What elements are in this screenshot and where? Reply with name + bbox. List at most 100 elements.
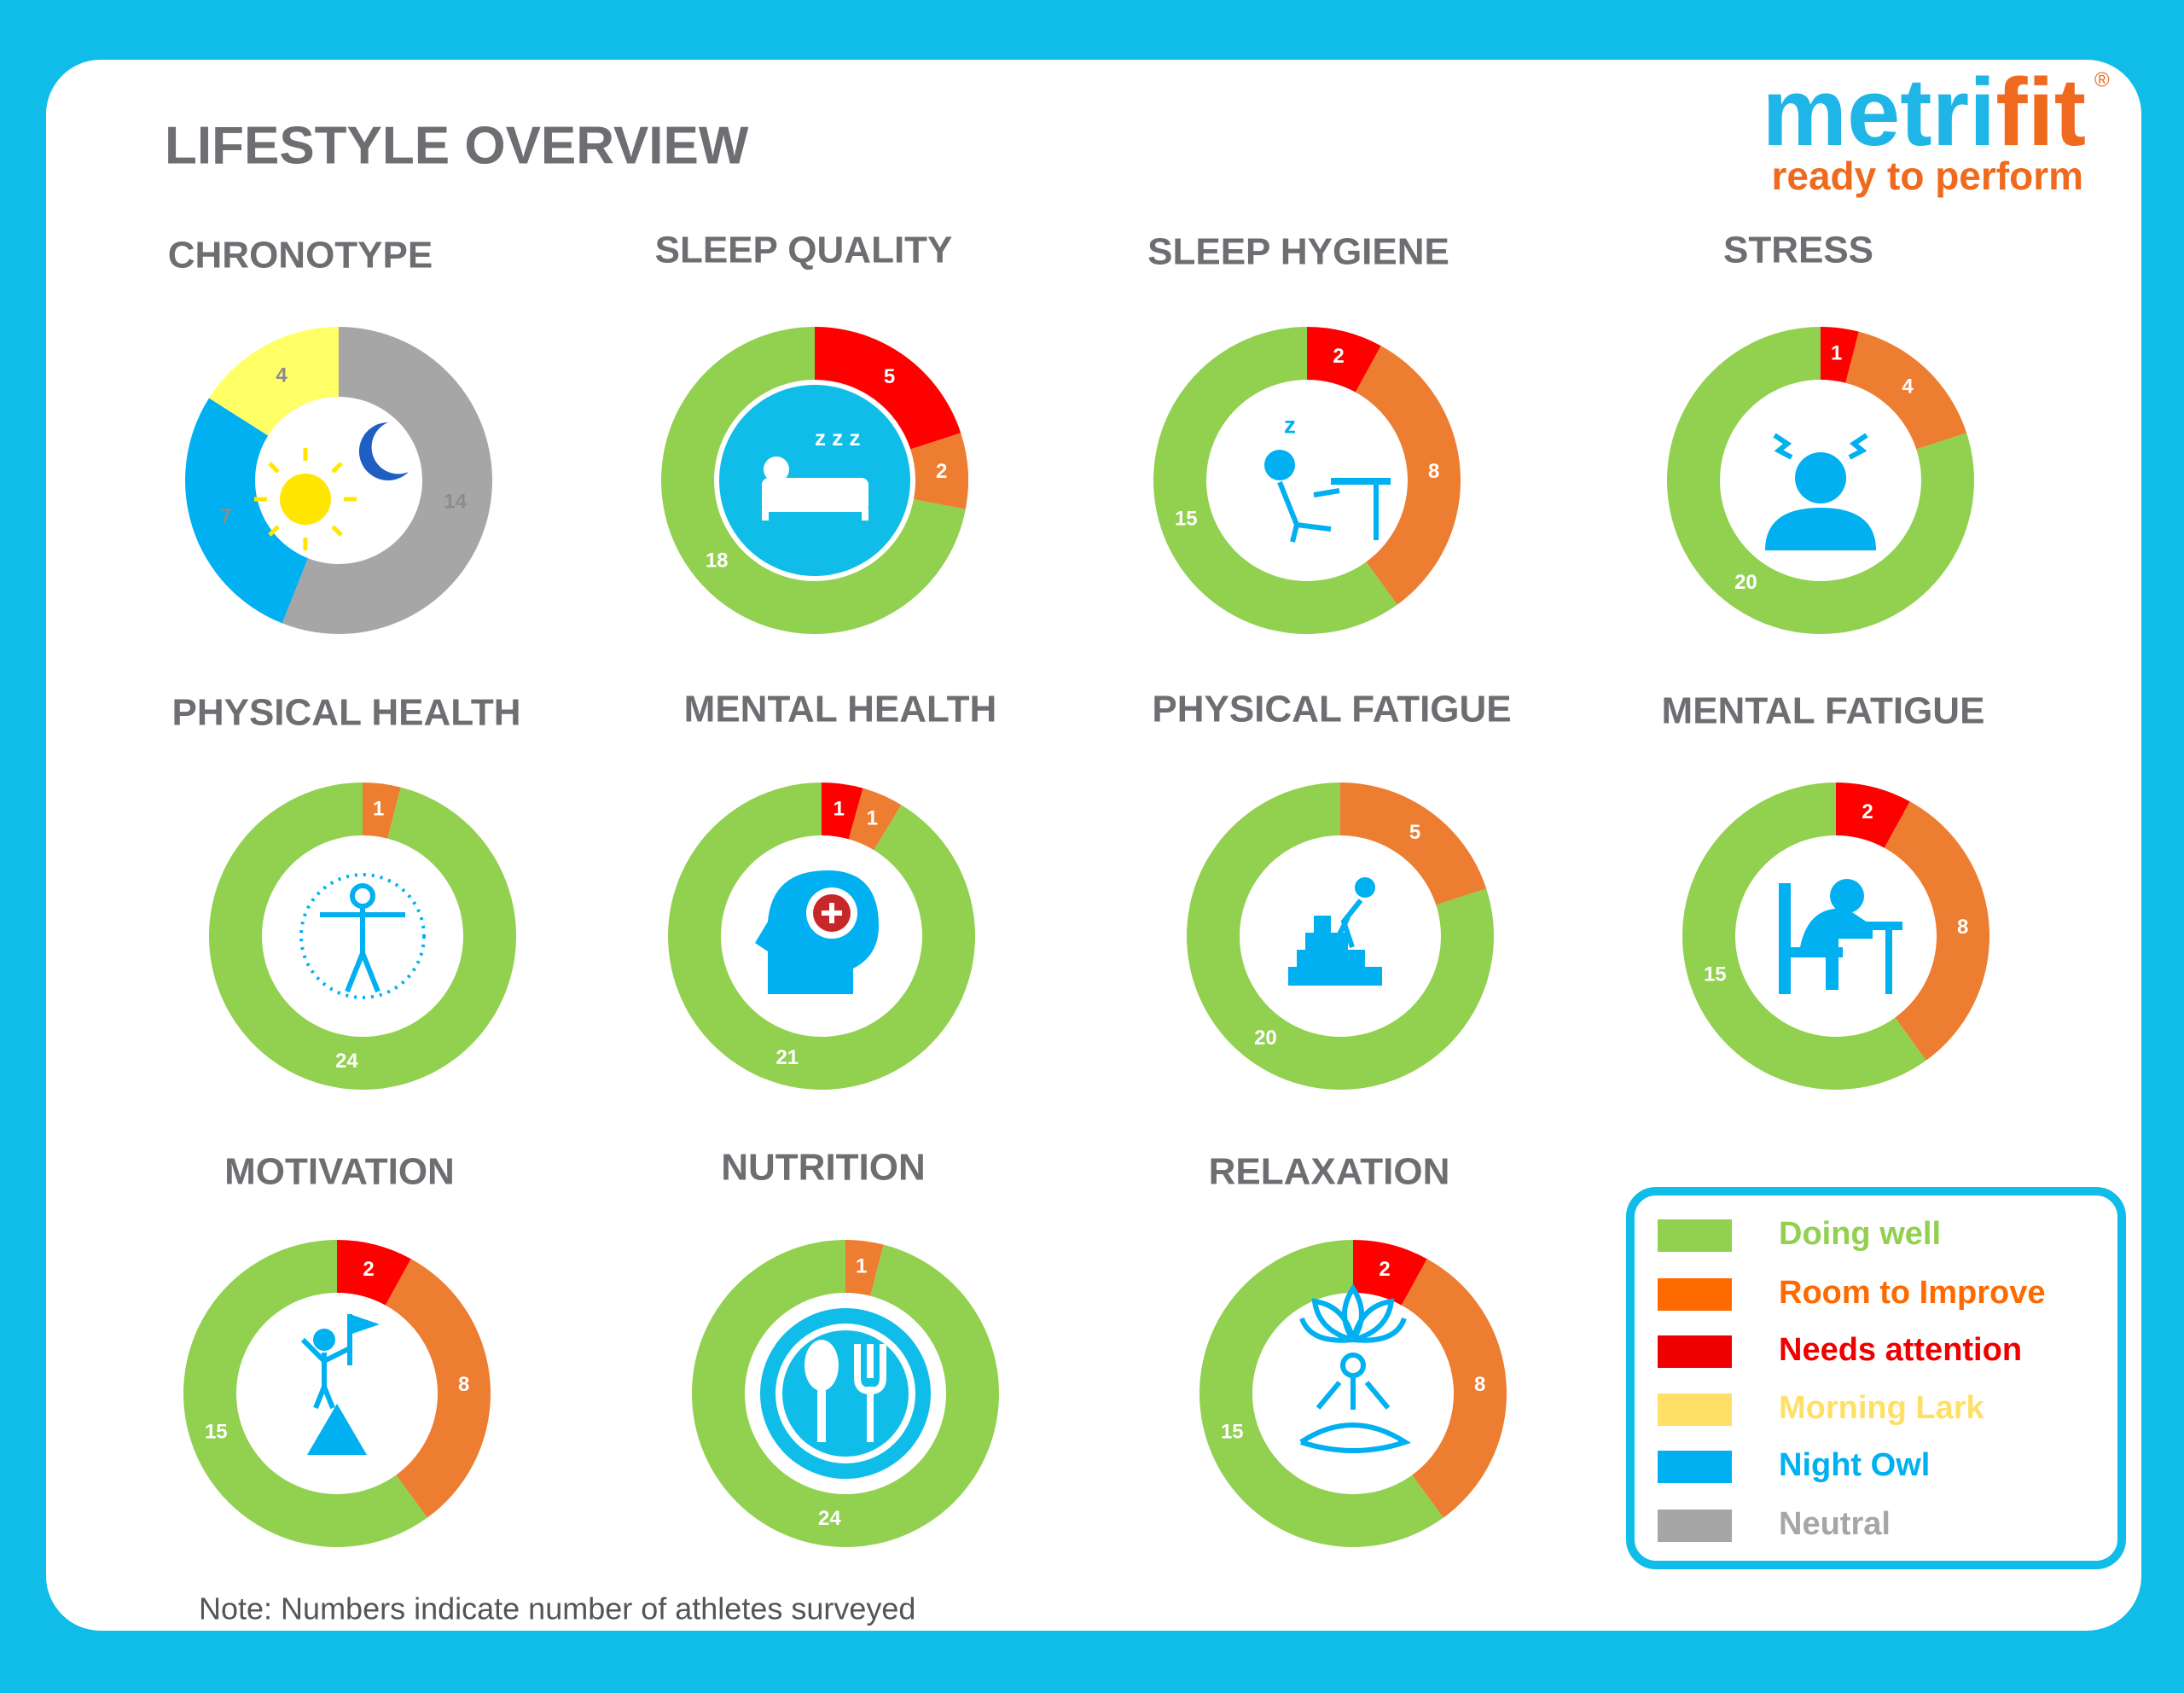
icon-mental-fatigue [1779,879,1902,994]
donut-segment [848,788,902,851]
legend-label: Doing well [1779,1216,1941,1252]
legend-swatch [1658,1451,1732,1483]
donut-segment [185,398,308,624]
value-label: 4 [276,364,288,387]
page-title: LIFESTYLE OVERVIEW [165,116,749,175]
note: Note: Numbers indicate number of athlete… [199,1591,915,1626]
chart-title: PHYSICAL HEALTH [171,692,520,734]
value-label: 8 [458,1373,469,1396]
chart-title: MENTAL FATIGUE [1662,690,1985,732]
icon-nutrition [760,1308,931,1479]
donut-segment [337,1240,411,1306]
donut-segment [822,783,863,840]
legend-label: Needs attention [1779,1332,2022,1368]
donut-segment [845,1240,884,1296]
donut-segment [282,327,492,634]
value-label: 18 [706,549,729,572]
value-label: 1 [373,798,384,821]
value-label: 2 [1862,800,1873,823]
value-label: 15 [205,1420,228,1443]
icon-physical-health [299,873,426,999]
value-label: 21 [775,1046,799,1069]
donut-segment [1401,1259,1507,1518]
value-label: 15 [1221,1420,1244,1443]
value-label: 8 [1957,916,1968,939]
chart-title: PHYSICAL FATIGUE [1152,689,1511,730]
chart-title: NUTRITION [721,1147,926,1189]
donut-segment [385,1259,491,1518]
logo-accent: fit [1995,59,2086,166]
legend-label: Neutral [1779,1506,1891,1542]
donut-segment [1153,327,1397,634]
donut-segment [1821,327,1859,383]
value-label: 5 [884,365,895,388]
panel [46,60,2141,1631]
tagline: ready to perform [1771,154,2083,198]
value-label: 24 [818,1507,841,1530]
value-label: 2 [936,460,947,483]
donut-segment [1836,783,1910,848]
donut-segment [1340,783,1487,905]
donut-segment [209,783,517,1091]
donut-segment [661,327,966,634]
donut-segment [1355,346,1461,605]
icon-physical-fatigue [1288,877,1382,986]
icons: z z z z [254,385,1902,1479]
value-label: 15 [1175,507,1198,530]
icon-stress [1765,433,1876,550]
legend-swatch [1658,1219,1732,1252]
icon-chronotype [254,422,409,550]
value-label: 5 [1409,821,1420,844]
legend-label: Night Owl [1779,1447,1930,1483]
value-label: 1 [834,798,845,821]
value-label: 24 [335,1050,358,1073]
donut-segment [1666,327,1975,634]
chart-title: SLEEP QUALITY [655,230,953,271]
donut-segment [691,1240,999,1547]
donut-segment [363,783,401,839]
chart-title: MOTIVATION [224,1151,455,1193]
logo: metrifit [1762,59,2086,166]
value-label: 4 [1902,375,1914,399]
chart-title: MENTAL HEALTH [684,689,997,730]
chart-title: CHRONOTYPE [168,235,433,276]
logo-main: metri [1762,59,1995,166]
value-label: 15 [1704,963,1727,986]
donut-segment [1884,801,1989,1061]
legend-swatch [1658,1335,1732,1368]
donut-segment [1353,1240,1427,1306]
icon-mental-health [755,870,879,994]
icon-relaxation [1299,1283,1411,1453]
legend-swatch [1658,1393,1732,1426]
icon-glyph: z z z [815,425,860,451]
icon-motivation [300,1314,380,1455]
legend-swatch [1658,1510,1732,1542]
chart-title: SLEEP HYGIENE [1147,231,1449,273]
value-label: 2 [1333,345,1344,368]
donut-segment [1845,331,1967,450]
value-label: 8 [1428,460,1439,483]
donut-segment [1682,783,1926,1090]
donut-segment [183,1240,427,1548]
donut-segment [1187,783,1495,1090]
icon-glyph: z [1284,411,1296,438]
value-label: 14 [444,490,467,513]
value-label: 1 [856,1255,867,1278]
legend-swatch [1658,1278,1732,1311]
legend-box [1626,1187,2126,1569]
value-label: 1 [1831,342,1842,365]
value-label: 7 [220,504,231,527]
value-label: 20 [1254,1027,1277,1050]
value-label: 8 [1474,1373,1485,1396]
chart-title: RELAXATION [1209,1151,1450,1193]
icon-sleep-hygiene: z [1264,411,1391,543]
donut-segment [1199,1240,1443,1548]
icon-sleep-quality: z z z [719,385,910,576]
donut-segment [209,327,339,436]
logo-mark: ® [2094,68,2110,91]
value-label: 20 [1734,571,1757,594]
chart-title: STRESS [1723,230,1873,271]
donut-segment [1307,327,1381,393]
